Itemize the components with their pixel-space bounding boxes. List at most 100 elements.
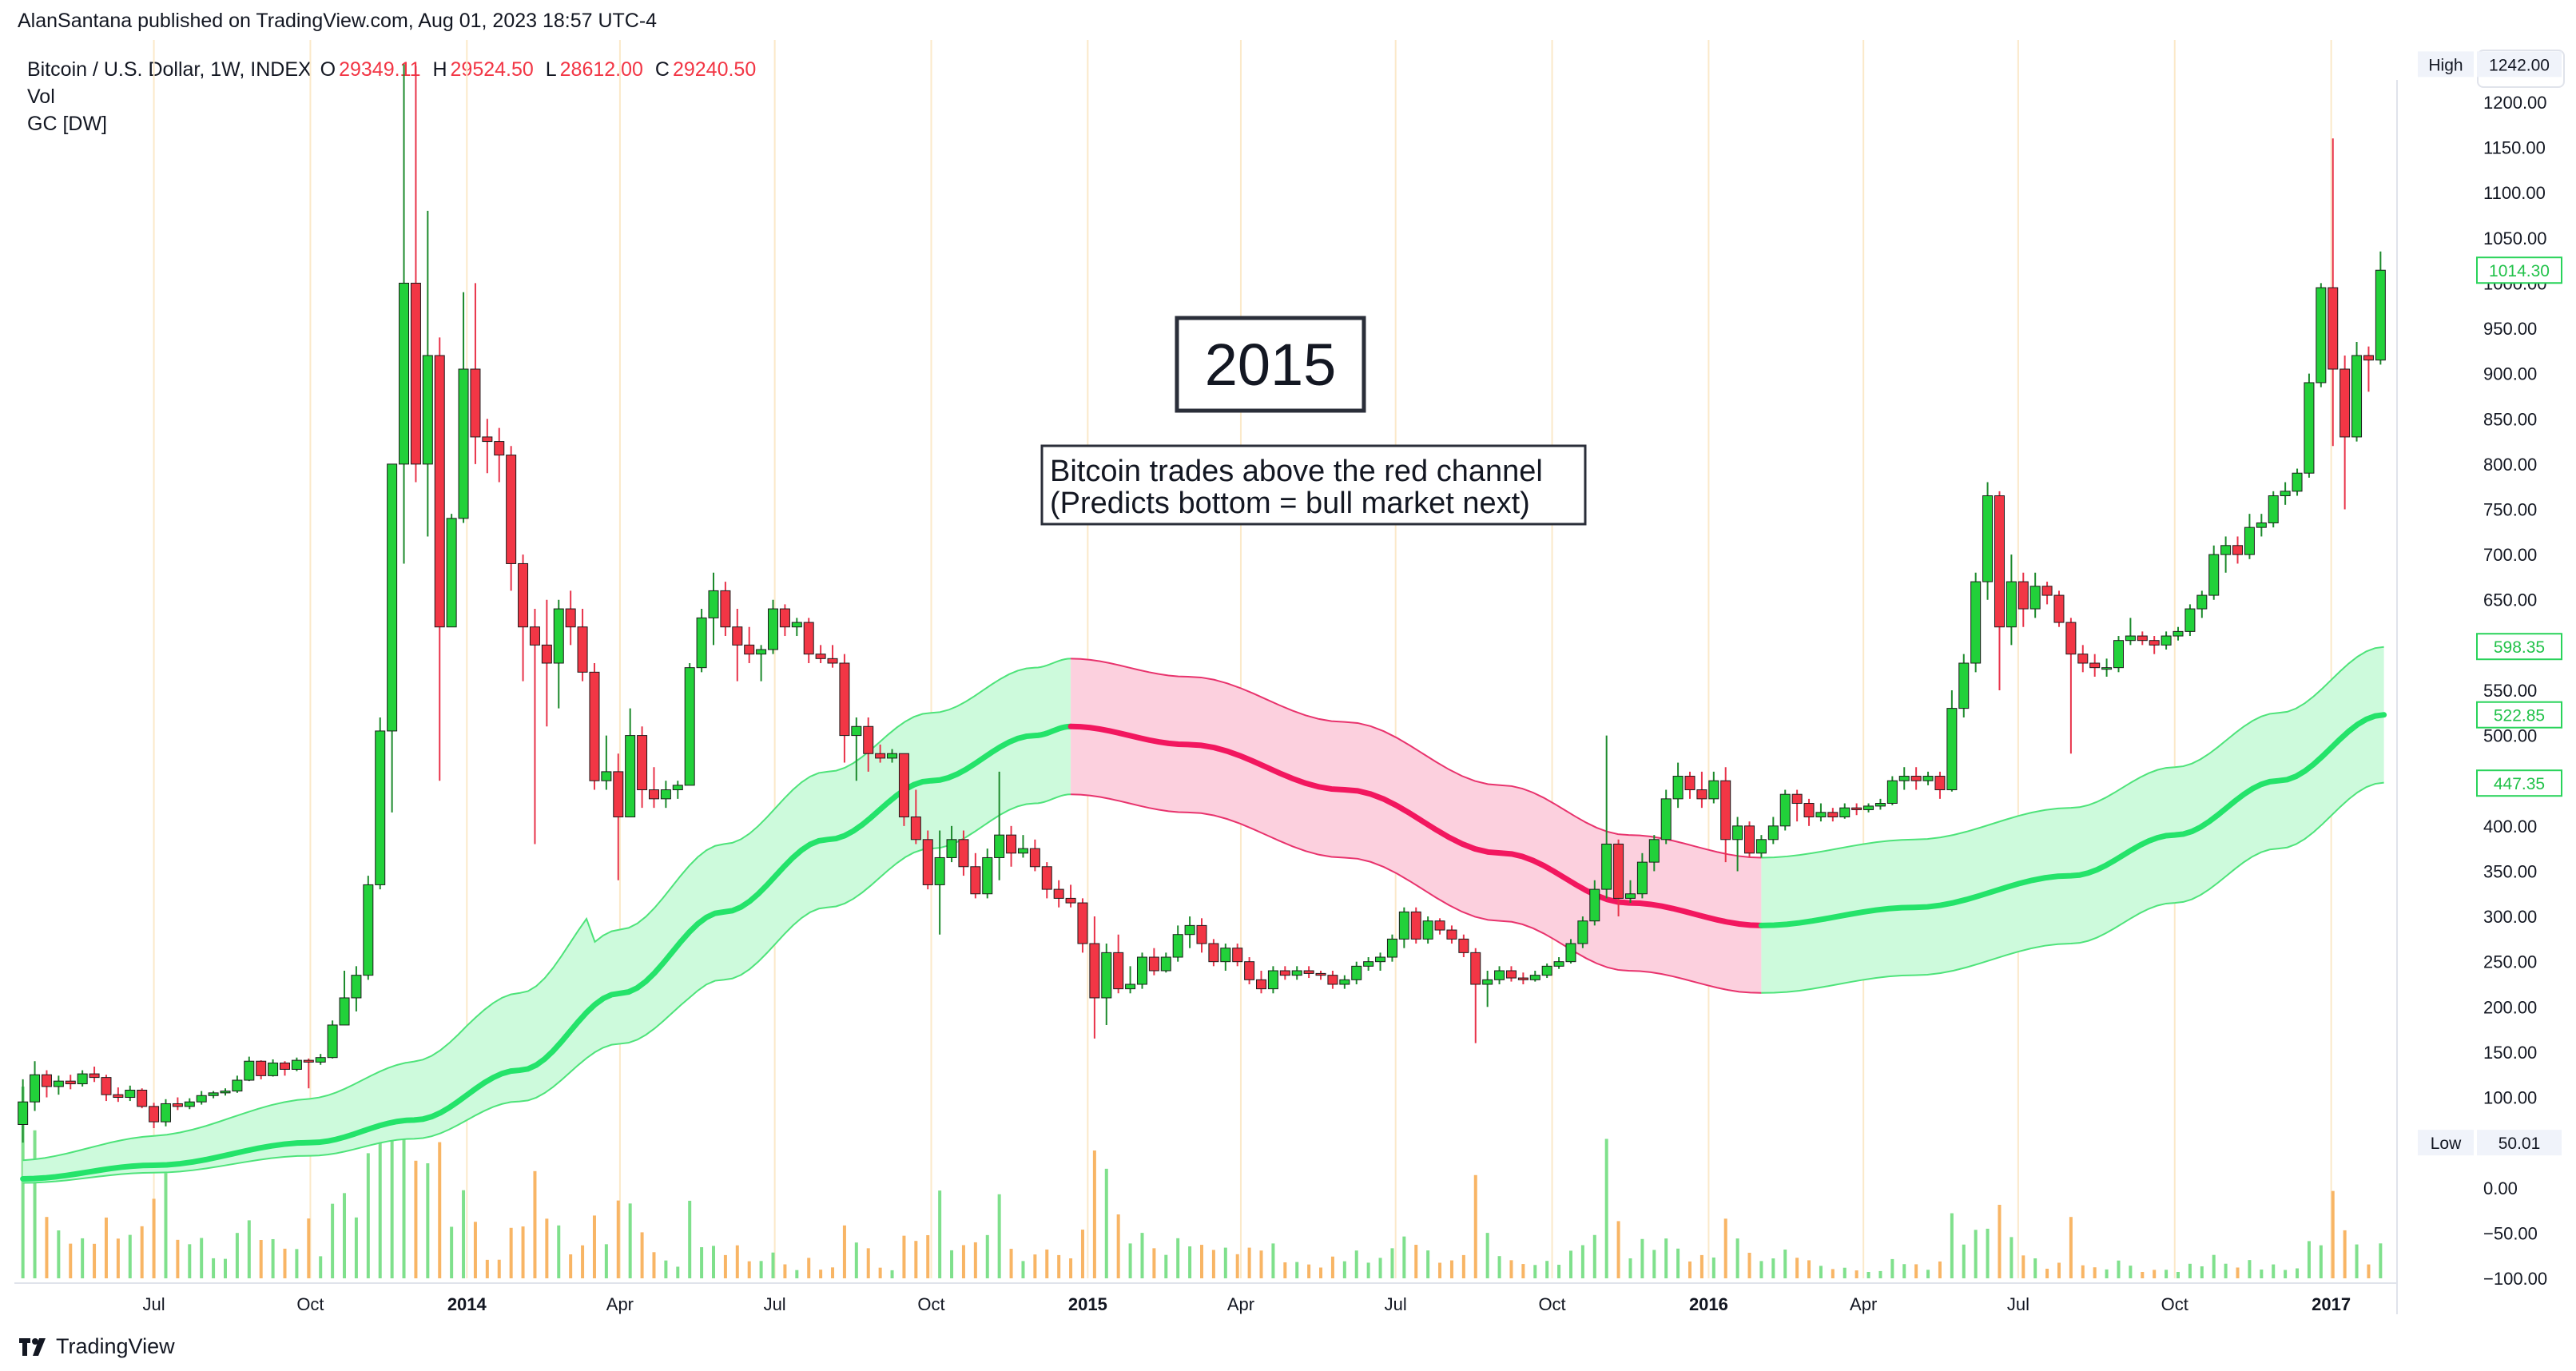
volume-bar	[319, 1256, 323, 1278]
price-tag: High 1242.00	[2418, 51, 2562, 77]
volume-bar	[592, 1215, 596, 1278]
candle	[696, 609, 707, 673]
candle	[744, 626, 755, 663]
volume-bar	[1831, 1269, 1835, 1278]
volume-bar	[1557, 1265, 1561, 1278]
candle	[2149, 636, 2160, 654]
volume-bar	[247, 1220, 251, 1278]
candle-body	[446, 518, 457, 628]
candle	[280, 1061, 291, 1076]
note-annotation-box	[1040, 444, 1587, 526]
candle-body	[922, 839, 933, 885]
candle	[422, 210, 433, 537]
volume-bar	[271, 1238, 275, 1278]
volume-bar	[2355, 1244, 2359, 1278]
volume-bar	[1473, 1174, 1477, 1278]
volume-bar	[1962, 1244, 1966, 1278]
candle-body	[565, 608, 576, 628]
volume-bar	[104, 1217, 108, 1278]
candle-body	[2184, 608, 2196, 632]
candle-body	[1791, 793, 1803, 805]
volume-bar	[1723, 1218, 1727, 1278]
volume-bar	[307, 1218, 311, 1278]
candle	[2041, 582, 2053, 605]
price-tag: 447.35	[2476, 769, 2562, 797]
candle	[1494, 966, 1505, 984]
gc-band-lower	[1071, 793, 1762, 994]
candle-body	[1636, 861, 1648, 895]
candle	[2256, 514, 2267, 537]
candle	[1220, 944, 1231, 971]
symbol-name[interactable]: Bitcoin / U.S. Dollar, 1W, INDEX	[27, 58, 312, 81]
price-tag-label-bg	[2418, 1130, 2474, 1156]
candle	[1363, 957, 1374, 971]
candle	[1077, 898, 1088, 953]
candle-body	[268, 1063, 279, 1076]
candle-body	[1160, 956, 1171, 972]
candle-body	[2363, 355, 2374, 361]
candle-body	[1446, 929, 1457, 940]
volume-bar	[1950, 1213, 1954, 1278]
candle-body	[30, 1074, 41, 1103]
candle	[994, 771, 1005, 880]
volume-bar	[1176, 1238, 1180, 1278]
candle-body	[232, 1079, 243, 1092]
candle-body	[1767, 825, 1779, 840]
volume-bar	[866, 1248, 870, 1278]
candle-body	[732, 626, 743, 646]
volume-bar	[1735, 1238, 1739, 1278]
price-tag-value: 50.01	[2498, 1135, 2541, 1153]
candle	[827, 645, 838, 668]
candle	[363, 876, 374, 980]
candle-body	[256, 1060, 267, 1076]
candle	[1446, 925, 1457, 944]
candle-body	[2316, 287, 2327, 383]
candle	[244, 1056, 255, 1082]
candle-body	[1196, 924, 1207, 944]
candle	[1886, 776, 1898, 805]
y-tick-label: 500.00	[2483, 726, 2537, 746]
candlesticks	[18, 64, 2386, 1143]
volume-bar	[2212, 1254, 2216, 1278]
symbol-ohlc-row[interactable]: Bitcoin / U.S. Dollar, 1W, INDEX O 29349.…	[27, 56, 762, 83]
volume-bar	[1926, 1270, 1930, 1278]
volume-bar	[2010, 1237, 2013, 1278]
ohlc-close: C 29240.50	[654, 58, 757, 81]
candle	[2101, 658, 2113, 677]
candle-body	[994, 834, 1005, 858]
price-tag-value: 1014.30	[2489, 262, 2550, 280]
candle	[1732, 817, 1743, 872]
candle	[887, 749, 898, 763]
candle-body	[1256, 979, 1267, 990]
candle	[613, 753, 624, 880]
volume-bar	[890, 1270, 894, 1278]
candle-body	[637, 735, 648, 791]
volume-bar	[295, 1249, 299, 1278]
candle-body	[1684, 776, 1695, 791]
candle-body	[422, 355, 433, 465]
candle-body	[1886, 780, 1898, 805]
volume-bar	[1188, 1246, 1192, 1278]
volume-bar	[1390, 1248, 1394, 1278]
y-tick-label: 1200.00	[2483, 93, 2547, 113]
volume-bar	[1521, 1264, 1525, 1278]
volume-legend[interactable]: Vol	[27, 85, 55, 108]
volume-bar	[1711, 1257, 1715, 1278]
indicator-legend[interactable]: GC [DW]	[27, 113, 107, 135]
price-tag: 1014.30	[2476, 256, 2562, 284]
candle-body	[327, 1024, 338, 1059]
volume-bar	[1807, 1260, 1811, 1278]
candle-body	[827, 658, 838, 664]
y-tick-label: 200.00	[2483, 997, 2537, 1017]
volume-bar	[2319, 1245, 2323, 1278]
candle	[768, 599, 779, 654]
candle-body	[2113, 640, 2124, 669]
candle-body	[2089, 662, 2101, 669]
candle	[970, 852, 981, 899]
volume-bar	[902, 1235, 906, 1278]
x-tick-label: Jul	[1385, 1294, 1407, 1314]
candle-body	[1982, 495, 1994, 582]
candle	[220, 1088, 231, 1096]
candle-body	[1351, 965, 1362, 980]
